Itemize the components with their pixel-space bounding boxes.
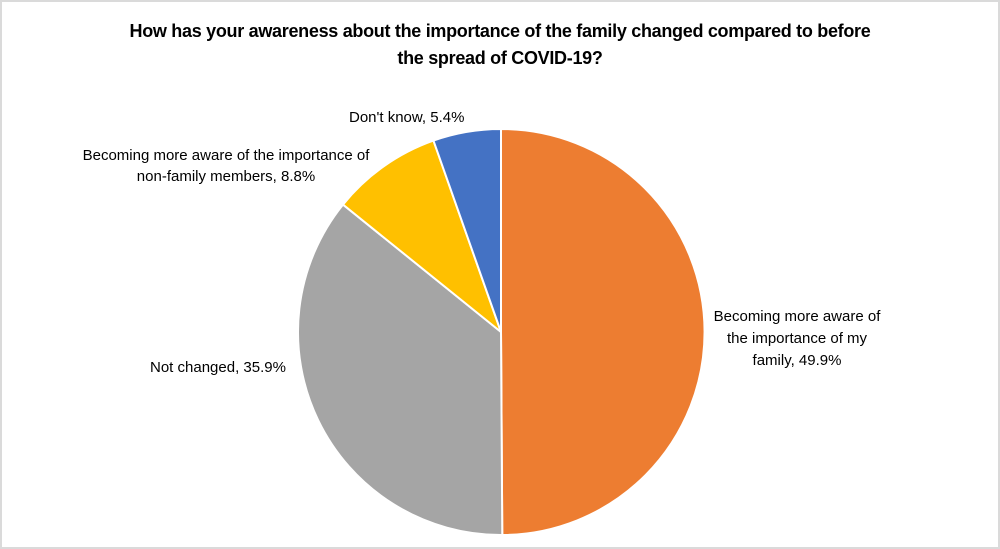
- data-label-my-family: Becoming more aware of the importance of…: [697, 306, 897, 372]
- data-label-text: non-family members, 8.8%: [136, 168, 316, 185]
- chart-title-line-1: How has your awareness about the importa…: [129, 21, 871, 41]
- data-label-text: Becoming more aware of: [713, 308, 881, 325]
- pie-slice-non-family: [341, 139, 502, 333]
- data-label-non-family: Becoming more aware of the importance of…: [46, 145, 406, 187]
- data-label-text: Don't know, 5.4%: [349, 109, 465, 126]
- chart-title: How has your awareness about the importa…: [2, 18, 998, 72]
- data-label-text: Becoming more aware of the importance of: [82, 147, 370, 164]
- chart-title-line-2: the spread of COVID-19?: [397, 48, 603, 68]
- pie-slice-my-family: [500, 127, 706, 536]
- data-label-text: family, 49.9%: [752, 352, 842, 369]
- data-label-dont-know: Don't know, 5.4%: [349, 107, 464, 128]
- pie-slice-not-changed: [297, 203, 504, 537]
- data-label-text: the importance of my: [726, 330, 868, 347]
- data-label-not-changed: Not changed, 35.9%: [150, 357, 286, 378]
- data-label-text: Not changed, 35.9%: [150, 359, 286, 376]
- pie-slice-dont-know: [432, 128, 502, 333]
